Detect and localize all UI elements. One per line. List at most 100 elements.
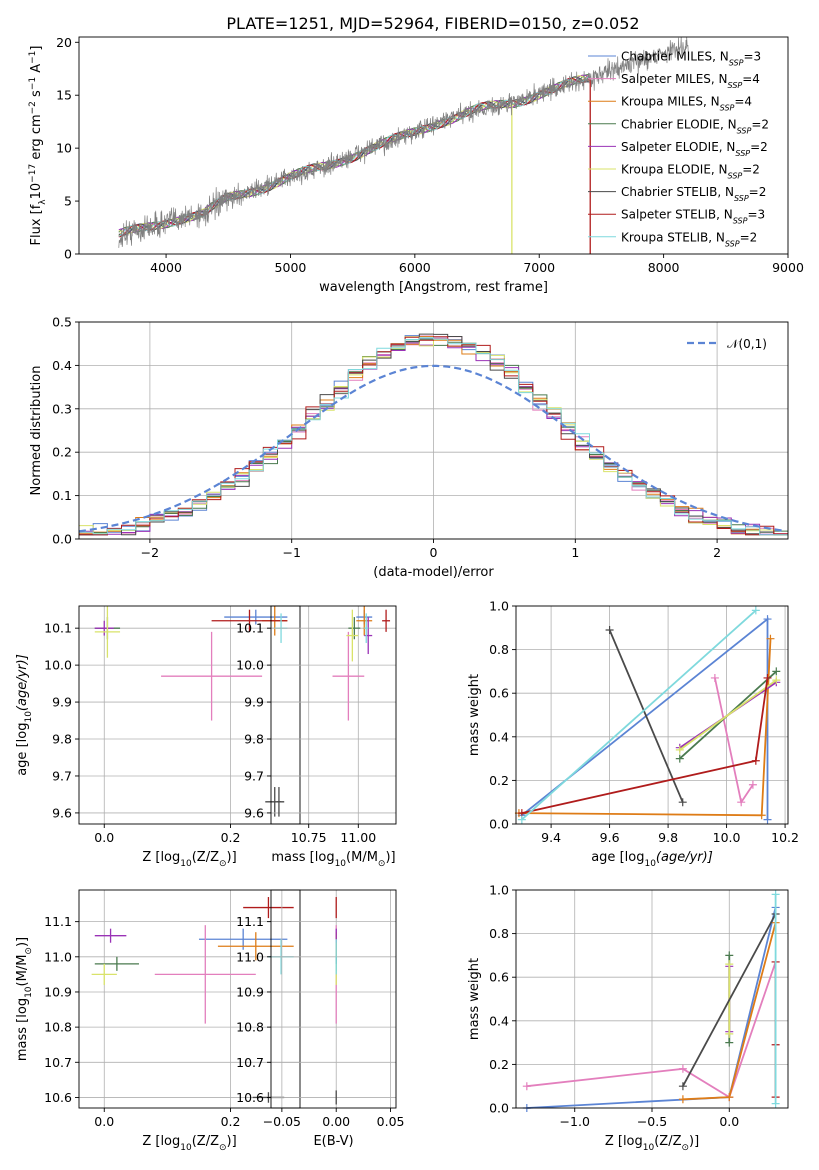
- mass-vs-Z-frame-rect: [78, 889, 301, 1109]
- mass-vs-Z-ytick-label: 10.9: [44, 984, 72, 999]
- weight-marker: [725, 1038, 734, 1047]
- age-vs-mass-axes: [271, 606, 396, 824]
- weight-vs-age-ytick-label: 0.6: [489, 686, 509, 701]
- spectrum-ytick-label: 10: [56, 141, 72, 156]
- mass-vs-Z-ylabel: mass [log10(M/M⊙)]: [15, 937, 34, 1061]
- weight-marker: [675, 745, 684, 754]
- mass-vs-ebv-frame-rect: [270, 889, 397, 1109]
- weight-marker: [725, 1093, 734, 1102]
- age-vs-Z-frame: 0.0 0.29.69.79.89.910.010.1Z [log10(Z/Z⊙)…: [15, 605, 301, 869]
- age-vs-Z-axes: [79, 606, 300, 824]
- weight-vs-age-ytick-label: 0.2: [489, 773, 509, 788]
- legend-label: Chabrier ELODIE, NSSP=2: [621, 117, 769, 135]
- age-vs-Z-xtick-label: 0.2: [221, 830, 241, 845]
- age-vs-mass-ytick-label: 9.7: [244, 768, 264, 783]
- age-vs-Z-xlabel: Z [log10(Z/Z⊙)]: [142, 850, 236, 869]
- age-vs-mass-frame: 10.75 11.00 9.6 9.7 9.8 9.9 10.0 10.1 mass [log1…: [236, 605, 397, 869]
- age-vs-mass-ytick-label: 10.1: [236, 621, 264, 636]
- mass-vs-Z-ytick-label: 10.8: [44, 1020, 72, 1035]
- weight-vs-age-ytick-label: 0.4: [489, 729, 509, 744]
- weight-vs-Z-xtick-label: −0.5: [637, 1114, 667, 1129]
- mass-vs-ebv-xtick-label: 0.05: [377, 1114, 405, 1129]
- weight-marker: [771, 1099, 780, 1108]
- figure-title: PLATE=1251, MJD=52964, FIBERID=0150, z=0…: [226, 14, 639, 33]
- spectrum-frame-rect: [78, 36, 789, 255]
- weight-vs-age-xtick-label: 10.2: [771, 830, 799, 845]
- weight-vs-Z-frame: −1.0 −0.5 0.0 0.0 0.2 0.4 0.6 0.8 1.0 Z [log10(Z/…: [467, 883, 789, 1153]
- residuals-ytick-label: 0.2: [52, 445, 72, 460]
- age-vs-Z-ytick-label: 10.0: [44, 658, 72, 673]
- weight-marker: [605, 625, 614, 634]
- weight-marker: [751, 756, 760, 765]
- age-vs-Z-ytick-label: 9.8: [52, 732, 72, 747]
- mass-vs-ebv-ytick-label: 11.1: [236, 914, 264, 929]
- weight-vs-Z-xtick-label: 0.0: [719, 1114, 739, 1129]
- legend-label: Kroupa STELIB, NSSP=2: [621, 230, 757, 248]
- mass-vs-ebv-ytick-label: 11.0: [236, 949, 264, 964]
- spectrum-xtick-label: 8000: [648, 260, 680, 275]
- spectrum-ytick-label: 15: [56, 88, 72, 103]
- mass-vs-ebv-axes: [271, 890, 396, 1108]
- plot-layer: 4000 5000 6000 7000 8000 900005101520waveleng…: [15, 35, 804, 1153]
- weight-marker: [678, 1082, 687, 1091]
- age-vs-Z-ytick-label: 9.9: [52, 695, 72, 710]
- weight-vs-age-frame-rect: [515, 605, 789, 825]
- weight-marker: [751, 606, 760, 615]
- weight-line: [682, 913, 777, 1087]
- residuals-xtick-label: 1: [571, 545, 579, 560]
- weight-vs-Z-ytick-label: 0.8: [489, 926, 509, 941]
- mass-vs-Z-xtick-label: 0.0: [94, 1114, 114, 1129]
- mass-vs-ebv-xtick-label: −0.05: [263, 1114, 301, 1129]
- legend-label: Salpeter STELIB, NSSP=3: [621, 208, 765, 226]
- residuals-xtick-label: 0: [430, 545, 438, 560]
- mass-vs-ebv-ytick-label: 10.7: [236, 1055, 264, 1070]
- weight-vs-age-xtick-label: 10.0: [713, 830, 741, 845]
- weight-marker: [766, 634, 775, 643]
- weight-marker: [772, 676, 781, 685]
- residuals-ytick-label: 0.0: [52, 532, 72, 547]
- legend-label: Salpeter ELODIE, NSSP=2: [621, 140, 768, 158]
- legend-label: Kroupa MILES, NSSP=4: [621, 95, 752, 113]
- age-vs-Z-xtick-label: 0.0: [94, 830, 114, 845]
- age-vs-mass-xtick-label: 11.00: [340, 830, 376, 845]
- weight-vs-Z-xtick-label: −1.0: [560, 1114, 590, 1129]
- age-vs-mass-ytick-label: 10.0: [236, 658, 264, 673]
- spectrum-series: [118, 37, 689, 254]
- weight-marker: [675, 754, 684, 763]
- residuals-xlabel: (data-model)/error: [373, 565, 494, 580]
- mass-vs-ebv-ytick-label: 10.6: [236, 1090, 264, 1105]
- age-vs-Z-ytick-label: 10.1: [44, 621, 72, 636]
- mass-vs-ebv-frame: −0.05 0.00 0.05 10.6 10.7 10.8 10.9 11.0 11.1 E(B…: [236, 889, 405, 1149]
- legend-label: Salpeter MILES, NSSP=4: [621, 72, 760, 90]
- weight-marker: [522, 1082, 531, 1091]
- spectrum-xtick-label: 6000: [399, 260, 431, 275]
- weight-line: [526, 961, 777, 1099]
- weight-vs-Z-ytick-label: 0.6: [489, 970, 509, 985]
- residuals-ytick-label: 0.3: [52, 401, 72, 416]
- spectrum-xtick-label: 5000: [275, 260, 307, 275]
- spectrum-ylabel: Flux [fλ10−17 erg cm−2 s−1 A−1]: [28, 46, 48, 246]
- weight-vs-Z-ytick-label: 0.2: [489, 1057, 509, 1072]
- weight-vs-age-ytick-label: 0.0: [489, 817, 509, 832]
- spectrum-ytick-label: 5: [64, 194, 72, 209]
- weight-line: [679, 679, 777, 751]
- weight-marker: [763, 615, 772, 624]
- weight-vs-age-ylabel: mass weight: [467, 674, 482, 756]
- weight-vs-Z-xlabel: Z [log10(Z/Z⊙)]: [605, 1134, 699, 1153]
- age-vs-mass-ytick-label: 9.9: [244, 695, 264, 710]
- weight-vs-age-frame: 9.4 9.6 9.8 10.0 10.2 0.0 0.2 0.4 0.6 0.8 1.0 age […: [467, 599, 799, 870]
- weight-marker: [678, 1095, 687, 1104]
- weight-marker: [737, 798, 746, 807]
- weight-vs-age-xtick-label: 9.6: [600, 830, 620, 845]
- residuals-ytick-label: 0.4: [52, 358, 72, 373]
- legend-label: Chabrier STELIB, NSSP=2: [621, 185, 766, 203]
- weight-vs-age-ytick-label: 1.0: [489, 599, 509, 614]
- weight-marker: [748, 780, 757, 789]
- weight-marker: [725, 1029, 734, 1038]
- weight-line: [521, 609, 757, 821]
- weight-vs-age-xtick-label: 9.8: [658, 830, 678, 845]
- weight-marker: [725, 960, 734, 969]
- spectrum-frame: 4000 5000 6000 7000 8000 9000 0 5 10 15 20 waveleng…: [28, 35, 804, 295]
- weight-marker: [678, 1064, 687, 1073]
- spectrum-legend: Chabrier MILES, NSSP=3 Salpeter MILES, NS…: [588, 50, 769, 248]
